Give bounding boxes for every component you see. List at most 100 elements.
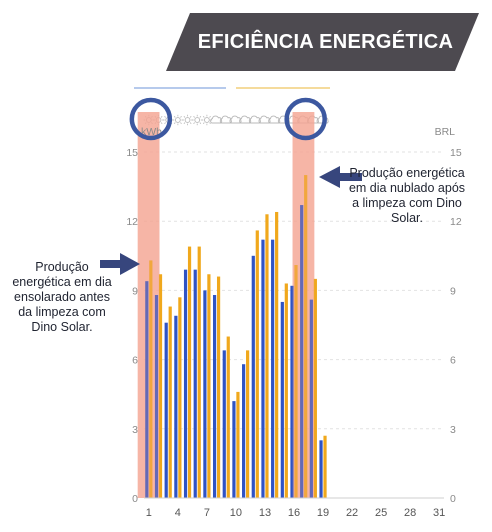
bar-orange-day-13 — [265, 214, 269, 498]
sun-ray — [164, 122, 166, 124]
x-tick-label: 7 — [204, 507, 210, 519]
annotation-marks — [100, 97, 362, 275]
sun-icon — [201, 114, 213, 126]
x-tick-label: 13 — [259, 507, 271, 519]
y-tick-label-left: 9 — [132, 285, 138, 297]
highlight-circle — [129, 97, 173, 141]
x-tick-label: 22 — [346, 507, 358, 519]
sun-ray — [209, 116, 211, 118]
bar-blue-day-17 — [300, 205, 304, 498]
title-banner: EFICIÊNCIA ENERGÉTICA — [166, 13, 479, 71]
highlight-overlay — [137, 112, 160, 498]
bar-blue-day-14 — [271, 239, 275, 499]
bar-blue-day-5 — [183, 269, 188, 498]
bar-blue-day-13 — [261, 239, 265, 499]
sun-ray — [209, 122, 211, 124]
bar-orange-day-5 — [187, 246, 192, 498]
bar-blue-day-9 — [222, 350, 226, 498]
y-tick-label-left: 6 — [132, 355, 138, 367]
sun-ray — [160, 116, 163, 118]
bar-orange-day-18 — [313, 278, 317, 498]
sun-ray — [202, 116, 205, 118]
x-tick-label: 25 — [375, 507, 387, 519]
y-tick-label-right: 15 — [450, 147, 462, 159]
y-tick-label-right: 9 — [450, 285, 456, 297]
bar-blue-day-7 — [203, 290, 207, 498]
sun-ray — [199, 116, 202, 118]
annotation-right: Produção energética em dia nublado após … — [348, 166, 466, 225]
bar-blue-day-16 — [290, 285, 294, 498]
bar-orange-day-4 — [178, 297, 182, 498]
highlight-overlay — [292, 112, 315, 498]
y-tick-label-left: 15 — [126, 147, 138, 159]
y-tick-label-left: 3 — [132, 424, 138, 436]
bar-orange-day-12 — [255, 230, 259, 498]
bar-orange-day-1 — [149, 260, 153, 498]
highlight-column — [137, 112, 160, 498]
sun-ray — [173, 116, 176, 118]
cloud-icon — [210, 115, 223, 124]
sun-icon — [182, 114, 193, 126]
x-tick-label: 19 — [317, 507, 329, 519]
bar-orange-day-11 — [246, 350, 250, 498]
x-tick-label: 4 — [175, 507, 181, 519]
bar-orange-day-15 — [284, 283, 288, 498]
bar-blue-day-2 — [154, 295, 159, 498]
y-tick-label-right: 3 — [450, 424, 456, 436]
bar-orange-day-19 — [323, 435, 327, 498]
bar-blue-day-12 — [251, 255, 255, 498]
sun-ray — [173, 122, 176, 124]
bar-blue-day-4 — [174, 315, 178, 498]
highlight-columns — [137, 112, 315, 498]
y-axis-label-right: BRL — [435, 126, 456, 138]
x-tick-label: 1 — [146, 507, 152, 519]
sun-ray — [160, 122, 163, 124]
cloud-icon — [258, 115, 271, 124]
bar-orange-day-8 — [216, 276, 221, 498]
sun-ray — [180, 122, 182, 124]
sun-ray — [180, 116, 182, 118]
bar-orange-day-3 — [168, 306, 172, 498]
x-tick-label: 28 — [404, 507, 416, 519]
y-tick-label-right: 6 — [450, 355, 456, 367]
annotation-left: Produção energética em dia ensolarado an… — [12, 260, 112, 334]
bar-orange-day-10 — [236, 391, 240, 498]
sun-ray — [164, 116, 166, 118]
chart-bars — [137, 112, 327, 499]
bar-blue-day-1 — [145, 281, 149, 498]
sun-ray — [189, 116, 192, 118]
cloud-icon — [219, 115, 232, 124]
cloud-icon — [229, 115, 242, 124]
bar-blue-day-8 — [212, 295, 217, 498]
bar-orange-day-7 — [207, 274, 211, 498]
y-tick-label-left: 0 — [132, 493, 138, 505]
arrow-left-icon — [319, 166, 362, 188]
highlight-circle — [284, 97, 327, 141]
y-tick-label-right: 0 — [450, 493, 456, 505]
sun-core — [175, 117, 181, 123]
bar-orange-day-2 — [158, 274, 163, 498]
cloud-icon — [239, 115, 252, 124]
bar-blue-day-15 — [280, 301, 284, 498]
sun-core — [184, 117, 191, 123]
sun-ray — [183, 116, 186, 118]
banner-shape — [166, 13, 479, 71]
highlight-column — [292, 112, 315, 498]
sun-ray — [189, 122, 192, 124]
cloud-icon — [268, 115, 281, 124]
bar-blue-day-11 — [242, 364, 246, 498]
bar-orange-day-17 — [304, 175, 308, 499]
sun-icon — [192, 114, 203, 126]
bar-blue-day-6 — [193, 269, 197, 498]
x-tick-label: 31 — [433, 507, 445, 519]
sun-ray — [183, 122, 186, 124]
sun-ray — [193, 116, 195, 118]
banner-title: EFICIÊNCIA ENERGÉTICA — [197, 30, 454, 53]
bar-blue-day-10 — [232, 401, 236, 498]
y-tick-label-right: 12 — [450, 216, 462, 228]
sun-core — [204, 117, 210, 123]
bar-orange-day-9 — [226, 336, 230, 498]
sun-icon — [172, 114, 184, 126]
arrow-right-icon — [100, 253, 140, 275]
